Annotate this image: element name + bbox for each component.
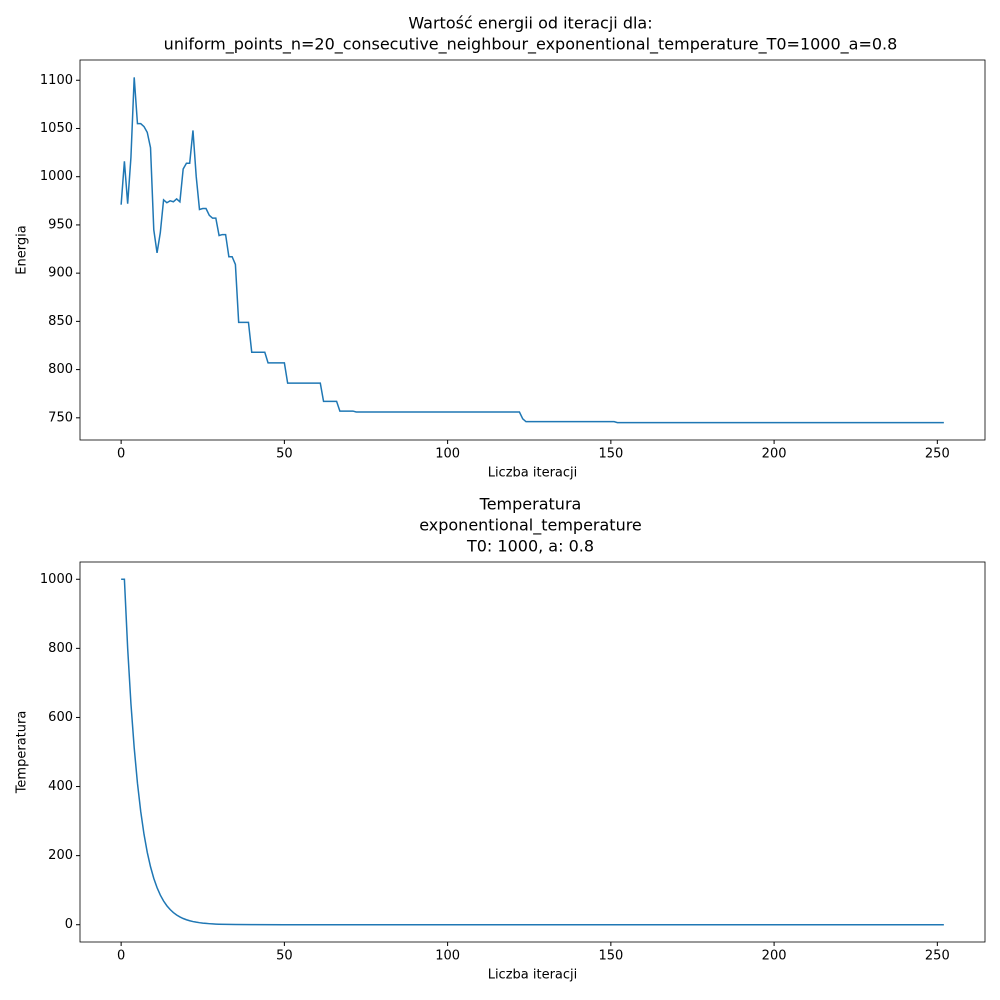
x-tick-label: 200 <box>762 447 787 462</box>
y-tick-label: 800 <box>48 362 73 377</box>
y-tick-label: 750 <box>48 410 73 425</box>
data-line <box>120 77 944 424</box>
y-tick-label: 1000 <box>40 169 73 184</box>
y-axis-label: Temperatura <box>15 711 30 795</box>
x-axis-label: Liczba iteracji <box>488 968 578 983</box>
x-tick-label: 50 <box>276 949 293 964</box>
chart-title: uniform_points_n=20_consecutive_neighbou… <box>164 35 898 55</box>
y-tick-label: 850 <box>48 314 73 329</box>
y-tick-label: 1000 <box>40 572 73 587</box>
y-tick-label: 400 <box>48 779 73 794</box>
x-tick-label: 50 <box>276 447 293 462</box>
y-tick-label: 0 <box>65 917 73 932</box>
chart-title: exponentional_temperature <box>419 516 642 536</box>
x-tick-label: 150 <box>598 949 623 964</box>
chart-title: T0: 1000, a: 0.8 <box>466 537 594 556</box>
x-tick-label: 200 <box>762 949 787 964</box>
axes-frame <box>79 59 986 441</box>
data-line <box>121 578 944 926</box>
y-tick-label: 1050 <box>40 121 73 136</box>
y-tick-label: 900 <box>48 266 73 281</box>
x-tick-label: 0 <box>117 447 125 462</box>
x-tick-label: 250 <box>925 949 950 964</box>
y-tick-label: 950 <box>48 217 73 232</box>
chart-title: Temperatura <box>479 495 582 514</box>
y-axis-label: Energia <box>15 225 30 274</box>
y-tick-label: 600 <box>48 710 73 725</box>
x-tick-label: 0 <box>117 949 125 964</box>
x-axis-label: Liczba iteracji <box>488 466 578 481</box>
x-tick-label: 250 <box>925 447 950 462</box>
x-tick-label: 100 <box>435 949 460 964</box>
x-tick-label: 100 <box>435 447 460 462</box>
chart-title: Wartość energii od iteracji dla: <box>408 14 652 33</box>
axes-frame <box>79 561 986 943</box>
y-tick-label: 200 <box>48 848 73 863</box>
x-tick-label: 150 <box>598 447 623 462</box>
y-tick-label: 800 <box>48 641 73 656</box>
y-tick-label: 1100 <box>40 73 73 88</box>
